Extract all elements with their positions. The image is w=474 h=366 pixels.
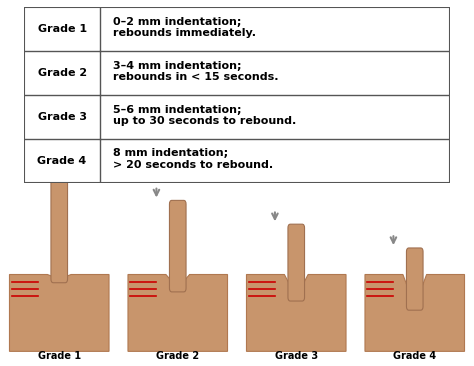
Ellipse shape: [55, 143, 82, 169]
FancyBboxPatch shape: [407, 248, 423, 310]
Text: 0–2 mm indentation;
rebounds immediately.: 0–2 mm indentation; rebounds immediately…: [113, 17, 256, 38]
Text: Grade 1: Grade 1: [37, 24, 87, 34]
Text: Grade 3: Grade 3: [275, 351, 318, 361]
FancyBboxPatch shape: [288, 224, 304, 301]
Text: 8 mm indentation;
> 20 seconds to rebound.: 8 mm indentation; > 20 seconds to reboun…: [113, 149, 273, 170]
FancyBboxPatch shape: [169, 201, 186, 292]
Ellipse shape: [51, 154, 75, 180]
Text: 3–4 mm indentation;
rebounds in < 15 seconds.: 3–4 mm indentation; rebounds in < 15 sec…: [113, 61, 279, 82]
FancyBboxPatch shape: [51, 176, 67, 283]
Polygon shape: [128, 274, 228, 351]
Polygon shape: [9, 274, 109, 351]
Text: Grade 3: Grade 3: [37, 112, 87, 122]
Text: Grade 1: Grade 1: [38, 351, 81, 361]
Text: Grade 2: Grade 2: [156, 351, 199, 361]
Polygon shape: [246, 274, 346, 351]
Text: Grade 2: Grade 2: [37, 68, 87, 78]
Text: Grade 4: Grade 4: [393, 351, 436, 361]
Text: Grade 4: Grade 4: [37, 156, 87, 166]
Text: 5–6 mm indentation;
up to 30 seconds to rebound.: 5–6 mm indentation; up to 30 seconds to …: [113, 105, 297, 126]
Polygon shape: [365, 274, 465, 351]
Ellipse shape: [45, 143, 62, 165]
